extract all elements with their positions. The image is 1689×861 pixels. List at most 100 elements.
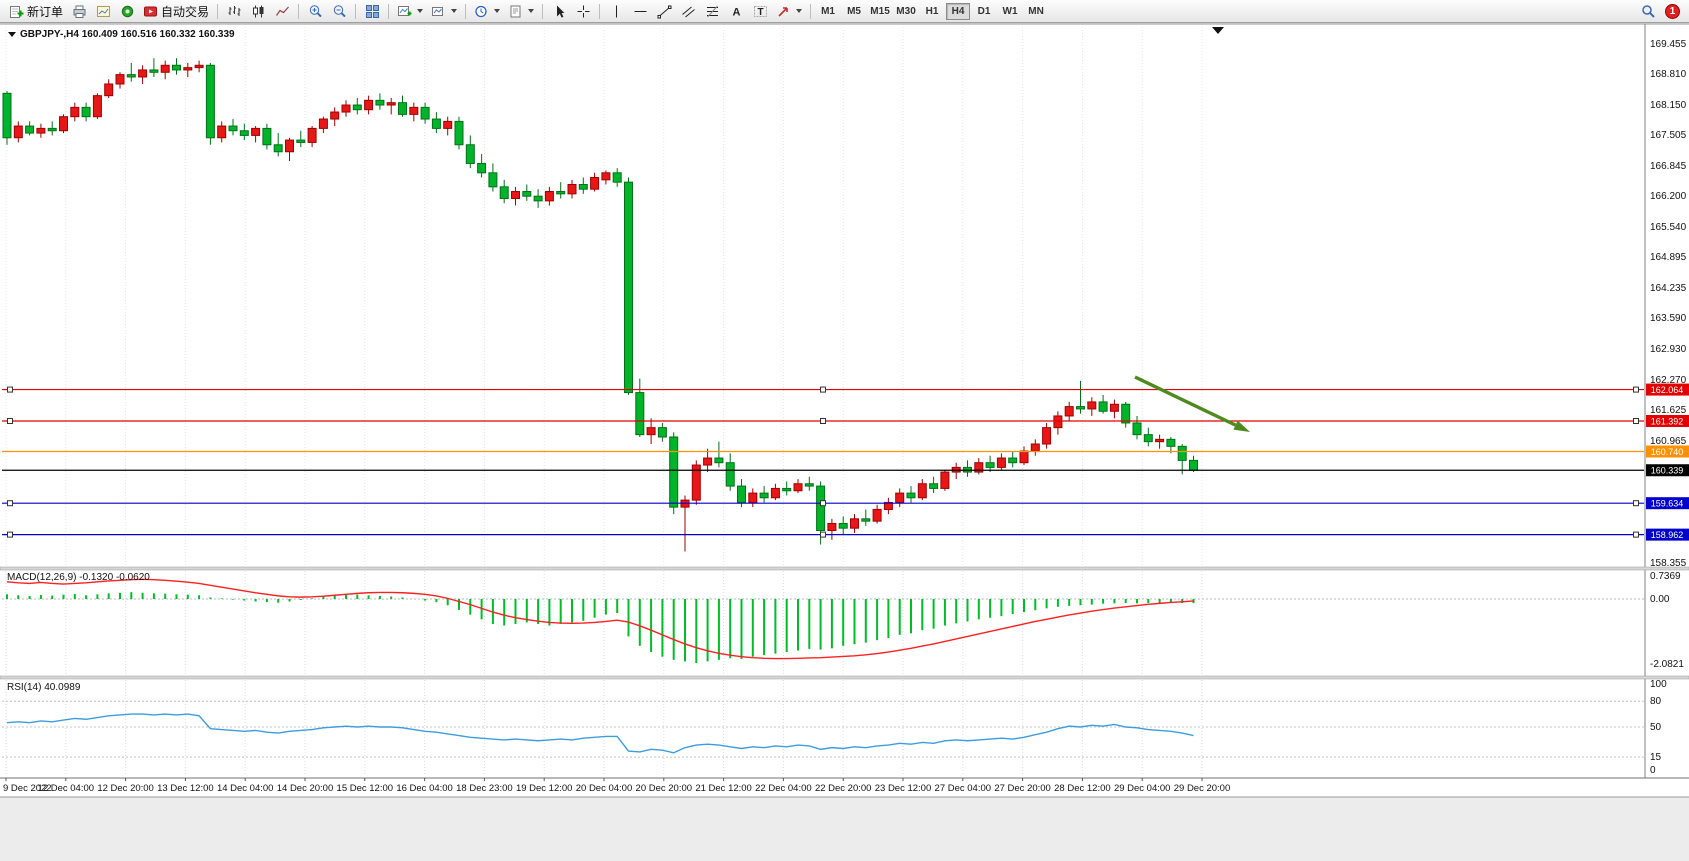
text-button[interactable]: A bbox=[724, 2, 748, 21]
zoom-in-button[interactable] bbox=[303, 2, 327, 21]
time-axis-label: 12 Dec 20:00 bbox=[97, 783, 154, 794]
horizontal-line-icon bbox=[633, 4, 648, 19]
candle-body bbox=[793, 483, 803, 492]
toolbar-right-group: 1 bbox=[1636, 2, 1684, 21]
candle-body bbox=[996, 457, 1006, 468]
toolbar-separator bbox=[217, 3, 219, 19]
periods-button[interactable] bbox=[470, 2, 504, 21]
candle-body bbox=[522, 191, 532, 197]
candle-body bbox=[477, 162, 487, 174]
below-chart-area bbox=[0, 797, 1689, 861]
notification-badge[interactable]: 1 bbox=[1665, 3, 1680, 19]
channel-button[interactable] bbox=[676, 2, 700, 21]
arrows-button[interactable] bbox=[772, 2, 806, 21]
line-handle[interactable] bbox=[820, 500, 826, 507]
timeframe-m1-button[interactable]: M1 bbox=[821, 5, 835, 17]
timeframe-h4-button[interactable]: H4 bbox=[946, 2, 971, 20]
candle-body bbox=[375, 99, 385, 106]
timeframe-m5-button[interactable]: M5 bbox=[847, 5, 861, 17]
timeframe-m15-button[interactable]: M15 bbox=[870, 5, 890, 17]
time-axis-label: 16 Dec 04:00 bbox=[396, 783, 453, 794]
cursor-button[interactable] bbox=[547, 2, 571, 21]
chart-preview-button[interactable] bbox=[91, 2, 115, 21]
candle-body bbox=[149, 69, 159, 73]
autotrading-button[interactable]: 自动交易 bbox=[139, 2, 213, 21]
line-handle[interactable] bbox=[820, 386, 826, 393]
price-axis-label: 163.590 bbox=[1650, 313, 1687, 324]
profiles-button[interactable] bbox=[427, 2, 461, 21]
price-axis-label: 168.150 bbox=[1650, 100, 1687, 111]
price-axis[interactable] bbox=[1645, 25, 1689, 778]
search-button[interactable] bbox=[1636, 2, 1660, 21]
candle-body bbox=[737, 485, 746, 503]
line-handle[interactable] bbox=[1633, 418, 1639, 425]
candle-body bbox=[488, 172, 498, 188]
candle-body bbox=[669, 436, 679, 508]
print-button[interactable] bbox=[67, 2, 91, 21]
chart-shift-marker[interactable] bbox=[1212, 27, 1224, 34]
candle-body bbox=[81, 106, 91, 118]
candle-body bbox=[251, 127, 261, 136]
line-handle[interactable] bbox=[7, 500, 13, 507]
horizontal-line-button[interactable] bbox=[628, 2, 652, 21]
candle-body bbox=[804, 483, 814, 487]
text-label-button[interactable]: T bbox=[748, 2, 772, 21]
time-axis-label: 20 Dec 04:00 bbox=[576, 783, 633, 794]
price-axis-label: 167.505 bbox=[1650, 130, 1687, 141]
candle-body bbox=[1008, 457, 1018, 464]
data-window-button[interactable] bbox=[115, 2, 139, 21]
candle-body bbox=[330, 111, 340, 120]
timeframe-h1-button[interactable]: H1 bbox=[925, 5, 939, 17]
macd-axis-label: 0.00 bbox=[1650, 594, 1670, 605]
pane-splitter[interactable] bbox=[0, 675, 1689, 680]
vertical-line-button[interactable] bbox=[604, 2, 628, 21]
symbol-dropdown-icon[interactable] bbox=[8, 32, 16, 37]
candle-body bbox=[782, 487, 792, 492]
svg-text:T: T bbox=[757, 7, 763, 18]
timeframe-d1-button[interactable]: D1 bbox=[977, 5, 991, 17]
line-handle[interactable] bbox=[7, 418, 13, 425]
arrows-icon bbox=[776, 4, 791, 19]
candle-body bbox=[1121, 403, 1131, 424]
candlestick-button[interactable] bbox=[246, 2, 270, 21]
rsi-axis-label: 100 bbox=[1650, 679, 1667, 690]
timeframe-mn-button[interactable]: MN bbox=[1028, 5, 1044, 17]
new-order-button[interactable]: 新订单 bbox=[5, 2, 67, 21]
pane-splitter[interactable] bbox=[0, 566, 1689, 571]
price-axis-label: 164.235 bbox=[1650, 283, 1687, 294]
templates-button[interactable] bbox=[504, 2, 538, 21]
candle-body bbox=[838, 522, 848, 529]
candle-body bbox=[318, 118, 328, 129]
line-handle[interactable] bbox=[7, 386, 13, 393]
candle-body bbox=[624, 181, 633, 394]
candle-body bbox=[126, 74, 136, 78]
bar-chart-button[interactable] bbox=[222, 2, 246, 21]
new-chart-button[interactable] bbox=[393, 2, 427, 21]
candle-body bbox=[285, 139, 294, 153]
line-handle[interactable] bbox=[7, 531, 13, 538]
trendline-button[interactable] bbox=[652, 2, 676, 21]
zoom-out-button[interactable] bbox=[327, 2, 351, 21]
timeframe-m30-button[interactable]: M30 bbox=[896, 5, 916, 17]
fibonacci-button[interactable] bbox=[700, 2, 724, 21]
line-handle[interactable] bbox=[820, 531, 826, 538]
time-axis-label: 28 Dec 12:00 bbox=[1054, 783, 1111, 794]
candle-body bbox=[883, 501, 893, 510]
line-handle[interactable] bbox=[1633, 500, 1639, 507]
trend-arrow[interactable] bbox=[1134, 375, 1237, 427]
line-handle[interactable] bbox=[1633, 386, 1639, 393]
line-handle[interactable] bbox=[820, 418, 826, 425]
crosshair-button[interactable] bbox=[571, 2, 595, 21]
trend-arrow-head[interactable] bbox=[1233, 420, 1250, 432]
line-chart-button[interactable] bbox=[270, 2, 294, 21]
candle-body bbox=[398, 102, 407, 115]
line-handle[interactable] bbox=[1633, 531, 1639, 538]
toolbar-separator bbox=[465, 3, 467, 19]
price-line-badge-label: 160.740 bbox=[1651, 447, 1684, 457]
timeframe-w1-button[interactable]: W1 bbox=[1002, 5, 1018, 17]
candle-body bbox=[25, 125, 35, 134]
candle-body bbox=[352, 104, 362, 111]
candle-body bbox=[409, 106, 419, 115]
tile-windows-button[interactable] bbox=[360, 2, 384, 21]
